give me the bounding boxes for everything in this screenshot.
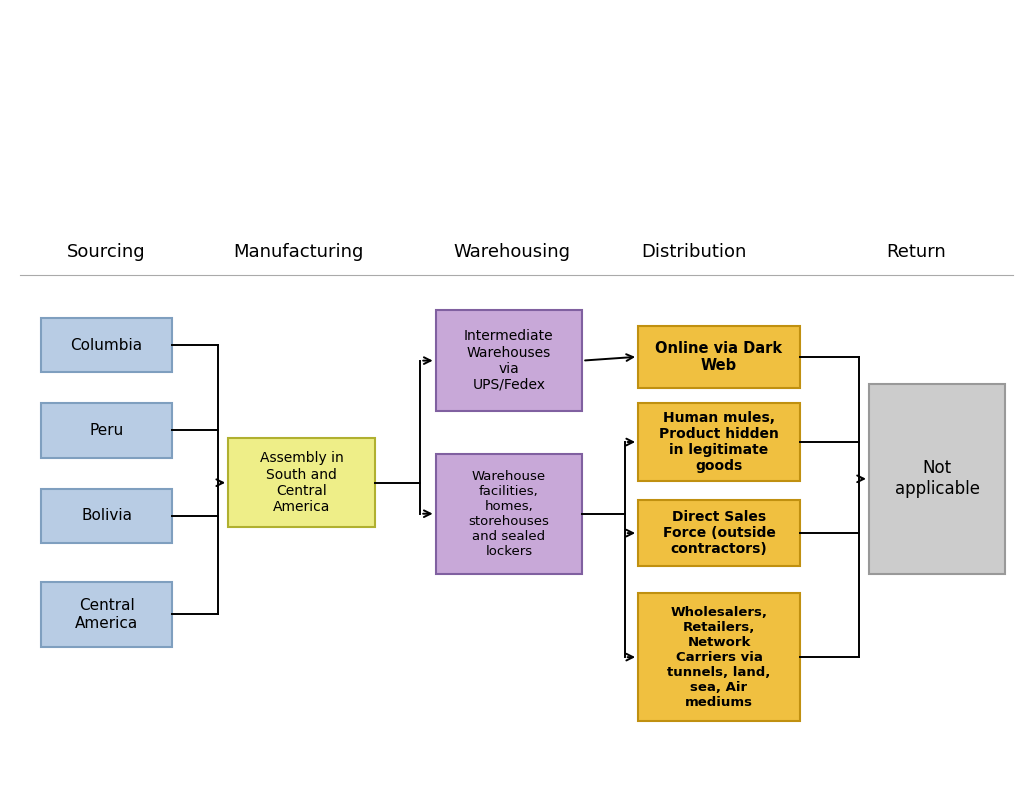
- FancyBboxPatch shape: [638, 500, 800, 566]
- FancyBboxPatch shape: [228, 438, 375, 528]
- Text: Bolivia: Bolivia: [81, 508, 132, 523]
- Text: Online via Dark
Web: Online via Dark Web: [655, 341, 783, 373]
- FancyBboxPatch shape: [638, 326, 800, 388]
- FancyBboxPatch shape: [436, 310, 583, 411]
- Text: Human mules,
Product hidden
in legitimate
goods: Human mules, Product hidden in legitimat…: [659, 411, 779, 473]
- Text: Assembly in
South and
Central
America: Assembly in South and Central America: [259, 452, 343, 514]
- FancyBboxPatch shape: [638, 403, 800, 481]
- FancyBboxPatch shape: [638, 593, 800, 721]
- Text: Peru: Peru: [90, 423, 124, 438]
- Text: Not
applicable: Not applicable: [895, 460, 979, 498]
- Text: Manufacturing: Manufacturing: [233, 243, 364, 261]
- FancyBboxPatch shape: [40, 581, 173, 647]
- Text: Central
America: Central America: [74, 598, 138, 630]
- Text: Sourcing: Sourcing: [67, 243, 146, 261]
- Text: Columbia: Columbia: [70, 338, 143, 353]
- Text: Distribution: Distribution: [640, 243, 747, 261]
- FancyBboxPatch shape: [40, 403, 173, 457]
- Text: Warehouse
facilities,
homes,
storehouses
and sealed
lockers: Warehouse facilities, homes, storehouses…: [469, 470, 550, 558]
- Text: Intermediate
Warehouses
via
UPS/Fedex: Intermediate Warehouses via UPS/Fedex: [464, 329, 554, 392]
- FancyBboxPatch shape: [40, 318, 173, 373]
- Text: Direct Sales
Force (outside
contractors): Direct Sales Force (outside contractors): [662, 510, 776, 556]
- FancyBboxPatch shape: [436, 453, 583, 573]
- FancyBboxPatch shape: [40, 489, 173, 543]
- Text: Return: Return: [886, 243, 946, 261]
- Text: Warehousing: Warehousing: [452, 243, 570, 261]
- FancyBboxPatch shape: [869, 384, 1005, 573]
- Text: Wholesalers,
Retailers,
Network
Carriers via
tunnels, land,
sea, Air
mediums: Wholesalers, Retailers, Network Carriers…: [667, 606, 771, 709]
